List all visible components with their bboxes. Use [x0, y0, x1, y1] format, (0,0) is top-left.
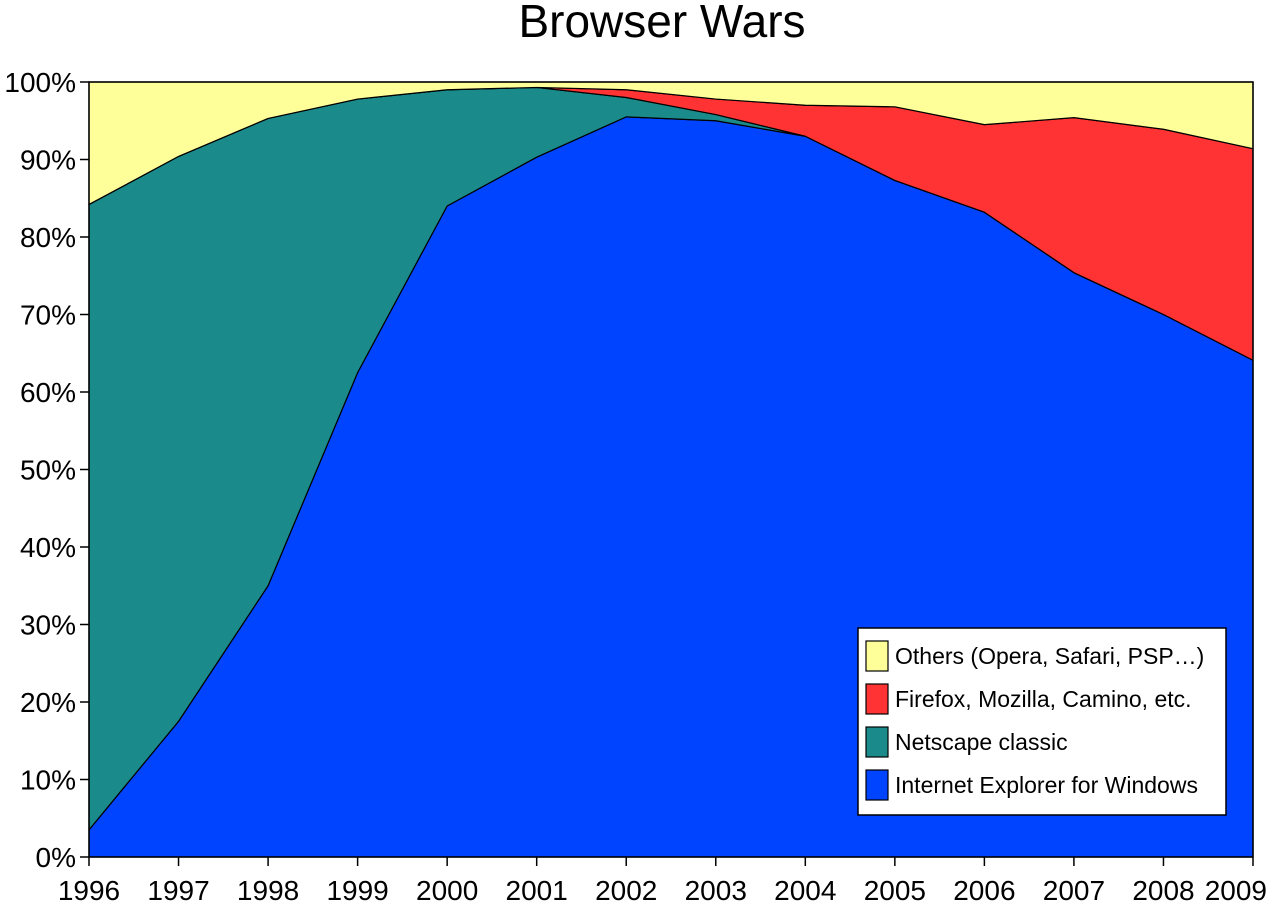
plot-frame: [88, 81, 1254, 858]
y-tick-label: 40%: [20, 532, 76, 563]
x-tick-label: 2009: [1205, 875, 1267, 906]
y-axis-labels: 0% 10% 20% 30% 40% 50% 60% 70% 80% 90% 100%: [4, 67, 76, 873]
x-tick-label: 2005: [864, 875, 926, 906]
legend-box: [857, 627, 1227, 816]
y-tick-label: 0%: [36, 842, 76, 873]
y-tick-label: 20%: [20, 687, 76, 718]
y-tick-label: 60%: [20, 377, 76, 408]
x-tick-label: 1996: [58, 875, 120, 906]
y-tick-label: 80%: [20, 222, 76, 253]
x-tick-label: 2007: [1043, 875, 1105, 906]
x-tick-label: 2000: [416, 875, 478, 906]
legend-label: Firefox, Mozilla, Camino, etc.: [895, 686, 1192, 712]
legend-label: Internet Explorer for Windows: [895, 772, 1198, 798]
x-axis-labels: 1996 1997 1998 1999 2000 2001 2002 2003 2004 2005…: [58, 875, 1267, 906]
legend-label: Others (Opera, Safari, PSP…): [895, 643, 1204, 669]
x-tick-label: 2004: [774, 875, 836, 906]
chart-legend: Others (Opera, Safari, PSP…) Firefox, Moz…: [857, 627, 1227, 816]
legend-label: Netscape classic: [895, 729, 1068, 755]
y-tick-label: 70%: [20, 300, 76, 331]
y-tick-label: 100%: [4, 67, 76, 98]
y-tick-label: 50%: [20, 455, 76, 486]
legend-swatch: [865, 726, 889, 758]
x-tick-label: 1997: [147, 875, 209, 906]
y-tick-label: 90%: [20, 145, 76, 176]
x-tick-label: 2003: [685, 875, 747, 906]
x-tick-label: 1999: [326, 875, 388, 906]
x-tick-label: 2008: [1132, 875, 1194, 906]
axis-ticks: [80, 81, 1254, 866]
legend-swatch: [865, 769, 889, 801]
y-tick-label: 30%: [20, 610, 76, 641]
x-tick-label: 1998: [237, 875, 299, 906]
legend-swatch: [865, 683, 889, 715]
x-tick-label: 2002: [595, 875, 657, 906]
legend-swatch: [865, 640, 889, 672]
x-tick-label: 2006: [953, 875, 1015, 906]
x-tick-label: 2001: [506, 875, 568, 906]
y-tick-label: 10%: [20, 765, 76, 796]
chart-title: Browser Wars: [518, 0, 805, 47]
